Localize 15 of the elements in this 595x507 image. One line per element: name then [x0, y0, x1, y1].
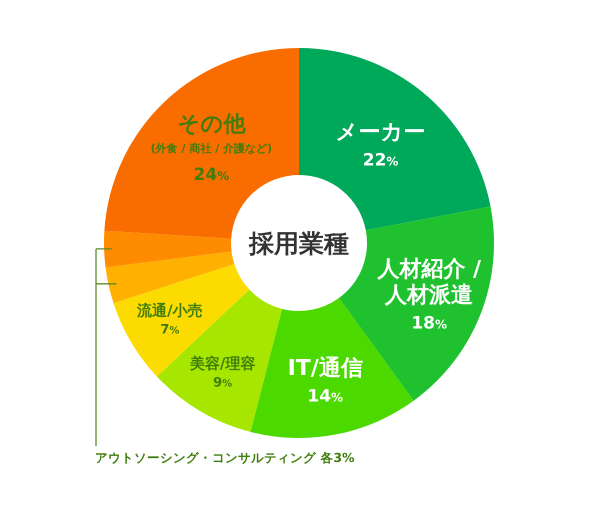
slice-label: その他	[177, 112, 246, 137]
text: (外食 / 商社 / 介護など)	[150, 142, 272, 155]
text: アウトソーシング・コンサルティング 各3%	[95, 450, 356, 465]
slice-label: IT/通信	[288, 356, 363, 382]
data-label: 14%	[307, 386, 344, 406]
data-label: 22%	[362, 150, 398, 170]
text: 採用業種	[248, 229, 349, 258]
slice-label: 人材紹介 / 人材派遣	[376, 256, 482, 308]
data-label: 24%	[194, 164, 230, 185]
slice-label: 流通/小売	[136, 302, 203, 320]
data-label: 9%	[213, 375, 232, 390]
slice-label: 美容/理容	[188, 354, 256, 372]
slice-label: メーカー	[336, 120, 426, 145]
data-label: 18%	[411, 314, 448, 334]
data-label: 7%	[160, 322, 180, 338]
